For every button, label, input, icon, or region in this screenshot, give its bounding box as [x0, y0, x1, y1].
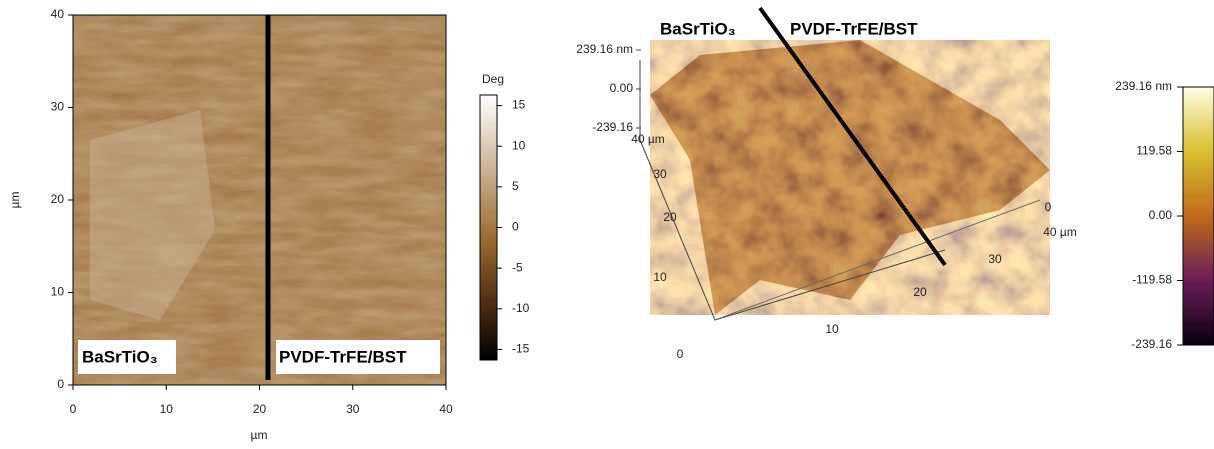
axis-tick-label: 10	[653, 270, 667, 284]
x-axis-label: µm	[251, 428, 268, 442]
x-tick-label: 40	[439, 402, 453, 416]
region-label: PVDF-TrFE/BST	[790, 19, 918, 38]
axis-tick-label: 10	[825, 322, 839, 336]
axis-tick-label: 0	[677, 347, 684, 361]
colorbar-tick-label: 15	[512, 98, 526, 112]
x-tick-label: 30	[346, 402, 360, 416]
colorbar-tick-label: -10	[512, 301, 530, 315]
z-tick-label: 0.00	[610, 81, 634, 95]
region-label: BaSrTiO₃	[660, 19, 736, 38]
colorbar-title: Deg	[482, 72, 504, 86]
y-tick-label: 10	[51, 285, 65, 299]
axis-tick-label: 40 µm	[631, 132, 665, 146]
colorbar-tick-label: 119.58	[1136, 144, 1172, 158]
region-label: PVDF-TrFE/BST	[279, 347, 407, 366]
axis-tick-label: 0	[1045, 200, 1052, 214]
x-tick-label: 0	[70, 402, 77, 416]
axis-tick-label: 20	[913, 285, 927, 299]
colorbar-tick-label: 5	[512, 179, 519, 193]
colorbar-tick-label: -5	[512, 260, 523, 274]
y-tick-label: 20	[51, 192, 65, 206]
colorbar-tick-label: -239.16	[1131, 337, 1172, 351]
axis-tick-label: 30	[988, 252, 1002, 266]
axis-tick-label: 30	[653, 167, 667, 181]
x-tick-label: 20	[253, 402, 267, 416]
colorbar-tick-label: -15	[512, 342, 530, 356]
x-tick-label: 10	[160, 402, 174, 416]
afm-phase-image: BaSrTiO₃ PVDF-TrFE/BST µm µm Deg	[8, 14, 504, 442]
z-tick-label: 239.16 nm	[576, 42, 633, 56]
y-tick-label: 30	[51, 100, 65, 114]
y-tick-label: 0	[57, 377, 64, 391]
colorbar-tick-label: -119.58	[1132, 273, 1172, 287]
afm-3d-surface: BaSrTiO₃ PVDF-TrFE/BST	[639, 6, 1214, 346]
colorbar-tick-label: 10	[512, 138, 526, 152]
axis-tick-label: 40 µm	[1043, 225, 1077, 239]
colorbar-tick-label: 239.16 nm	[1115, 79, 1172, 93]
colorbar-tick-label: 0.00	[1149, 208, 1173, 222]
axis-tick-label: 20	[663, 210, 677, 224]
y-tick-label: 40	[51, 7, 65, 21]
colorbar-tick-label: 0	[512, 220, 519, 234]
y-axis-label: µm	[8, 192, 22, 209]
z-tick-label: -239.16	[592, 120, 633, 134]
region-label: BaSrTiO₃	[82, 347, 158, 366]
